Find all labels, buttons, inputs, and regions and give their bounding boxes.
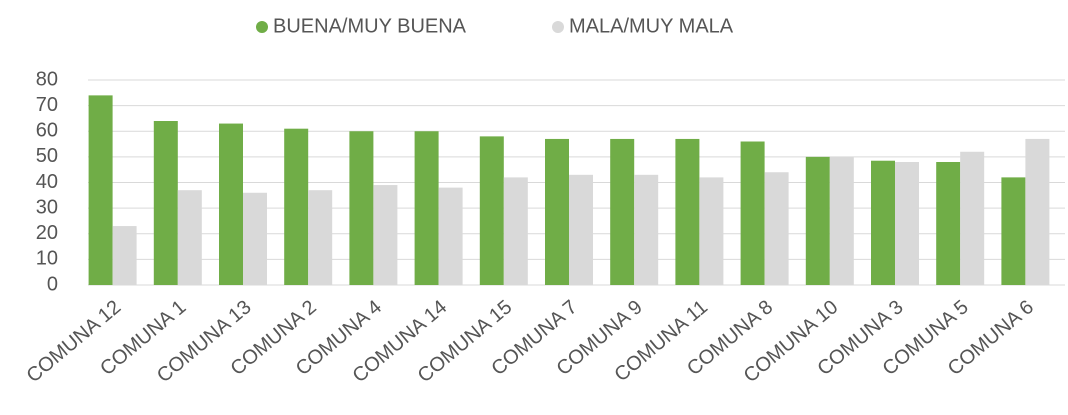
y-tick-label: 30 <box>36 196 58 218</box>
bar <box>936 162 961 285</box>
legend-label: BUENA/MUY BUENA <box>273 15 467 37</box>
bar <box>1025 138 1050 285</box>
legend-swatch <box>256 21 268 33</box>
y-tick-label: 40 <box>36 171 58 193</box>
y-tick-label: 10 <box>36 248 58 270</box>
bar <box>503 177 528 285</box>
bar <box>479 136 504 285</box>
bar <box>153 121 178 285</box>
bar <box>805 156 830 285</box>
bar <box>438 187 463 285</box>
y-tick-label: 70 <box>36 94 58 116</box>
legend-swatch <box>552 21 564 33</box>
bar <box>699 177 724 285</box>
bar <box>88 95 113 285</box>
bar <box>764 172 789 285</box>
bar <box>610 138 635 285</box>
bar <box>1001 177 1026 285</box>
y-tick-label: 0 <box>47 273 58 295</box>
bar <box>349 131 374 285</box>
bar <box>740 141 765 285</box>
bar <box>960 151 985 285</box>
bar <box>373 185 398 285</box>
bar <box>112 226 137 285</box>
bar <box>829 156 854 285</box>
bar <box>895 162 919 285</box>
bar <box>675 138 700 285</box>
bar <box>308 190 333 285</box>
bar <box>414 131 439 285</box>
bar <box>545 138 569 285</box>
y-tick-label: 80 <box>36 68 58 90</box>
y-tick-label: 60 <box>36 120 58 142</box>
y-tick-label: 20 <box>36 222 58 244</box>
legend-label: MALA/MUY MALA <box>569 15 734 37</box>
bar <box>177 190 202 285</box>
bar <box>634 174 659 285</box>
bar <box>569 174 593 285</box>
bar <box>219 123 243 285</box>
y-tick-label: 50 <box>36 145 58 167</box>
bar <box>871 160 895 285</box>
bar <box>243 192 267 285</box>
bar <box>284 128 309 285</box>
